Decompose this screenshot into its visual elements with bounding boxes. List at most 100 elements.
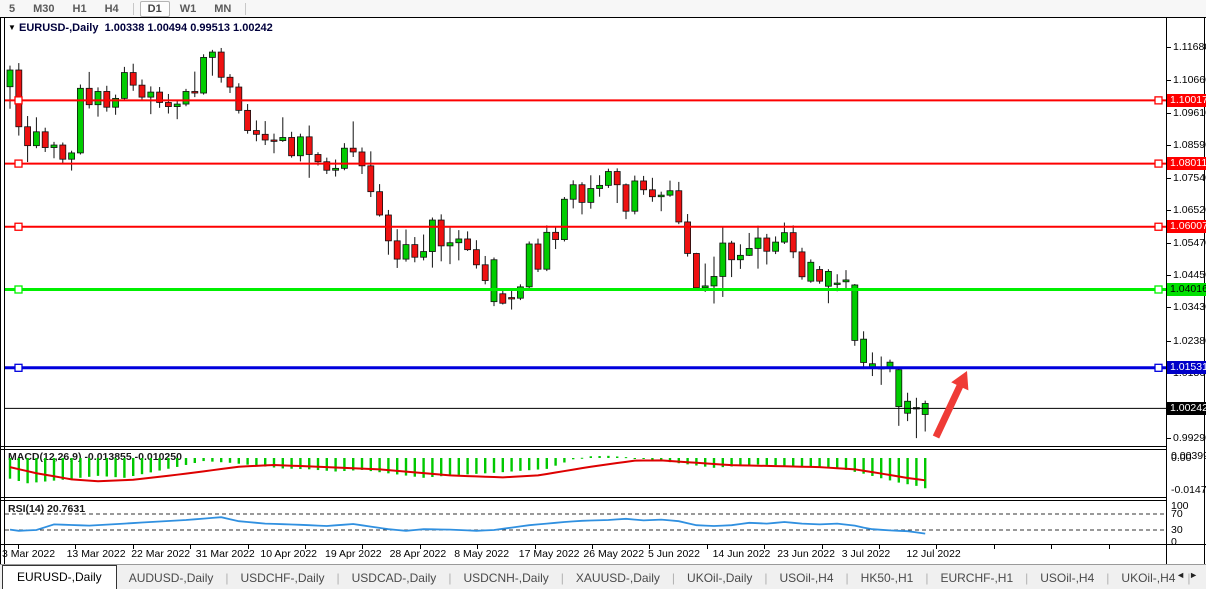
price-tick: [1167, 144, 1171, 146]
chart-title: ▼ EURUSD-,Daily 1.00338 1.00494 0.99513 …: [8, 22, 273, 34]
date-label: 10 Apr 2022: [260, 548, 318, 560]
date-tick: [764, 545, 766, 549]
chart-tab-audusd-daily[interactable]: AUDUSD-,Daily: [128, 571, 214, 585]
date-tick: [534, 545, 536, 549]
price-tick-label: 1.07540: [1173, 171, 1206, 184]
date-tick: [706, 545, 708, 549]
toolbar-separator: [132, 2, 134, 15]
chart-tab-usdcnh-daily[interactable]: USDCNH-,Daily: [463, 571, 549, 585]
date-tick: [75, 545, 77, 549]
price-tick: [1167, 437, 1171, 439]
rsi-axis-label: 100: [1171, 500, 1189, 512]
macd-rsi-separator[interactable]: [0, 497, 1167, 498]
chart-symbol-label: EURUSD-,Daily: [18, 22, 99, 34]
timeframe-button-m30[interactable]: M30: [33, 2, 55, 15]
date-label: 8 May 2022: [454, 548, 510, 560]
macd-axis-label: 0.00: [1171, 452, 1192, 464]
window-top-border: [0, 17, 1206, 18]
chart-tab-usoil-h4[interactable]: USOil-,H4: [779, 571, 834, 585]
macd-pane[interactable]: [5, 450, 1166, 497]
toolbar-separator: [245, 2, 247, 15]
chart-tab-ukoil-h4[interactable]: UKOil-,H4: [1121, 571, 1176, 585]
price-tick: [1167, 210, 1171, 212]
price-tick-label: 1.03430: [1173, 301, 1206, 314]
date-label: 14 Jun 2022: [712, 548, 771, 560]
chart-tab-eurusd-daily[interactable]: EURUSD-,Daily: [2, 565, 117, 589]
price-chart-pane[interactable]: [5, 18, 1166, 446]
window-left-border: [0, 17, 1, 564]
chart-tab-ukoil-daily[interactable]: UKOil-,Daily: [687, 571, 753, 585]
rsi-axis-label: 0: [1171, 536, 1177, 548]
price-tick-label: 0.99290: [1173, 431, 1206, 444]
date-tick: [592, 545, 593, 549]
price-tick: [1167, 340, 1171, 342]
date-label: 22 Mar 2022: [131, 548, 191, 560]
price-tick-label: 1.10660: [1173, 73, 1206, 86]
chart-tab-usoil-h4[interactable]: USOil-,H4: [1040, 571, 1095, 585]
timeframe-button-h1[interactable]: H1: [72, 2, 87, 15]
date-label: 5 Jun 2022: [648, 548, 700, 560]
price-tick-label: 1.05470: [1173, 237, 1206, 250]
price-tick-label: 1.04450: [1173, 269, 1206, 282]
tab-separator: |: [1025, 571, 1029, 585]
chart-tab-bar: EURUSD-,Daily AUDUSD-,Daily | USDCHF-,Daily…: [0, 564, 1206, 589]
date-label: 19 Apr 2022: [325, 548, 382, 560]
tab-scroll-arrows: ◄►: [1176, 570, 1202, 580]
timeframe-button-d1[interactable]: D1: [139, 0, 170, 17]
tab-separator: |: [448, 571, 452, 585]
tab-separator: |: [1187, 571, 1191, 585]
date-label: 31 Mar 2022: [195, 548, 255, 560]
macd-rsi-separator-2: [0, 500, 1167, 501]
price-tick: [1167, 112, 1171, 114]
tab-separator: |: [845, 571, 849, 585]
chart-bottom-border: [0, 544, 1206, 545]
date-tick: [190, 545, 192, 549]
price-tick: [1167, 79, 1171, 81]
price-tick: [1167, 275, 1171, 277]
price-macd-separator-2: [0, 449, 1167, 450]
price-level-badge: 1.04016: [1167, 282, 1206, 296]
rsi-axis-label: 30: [1171, 524, 1183, 536]
date-tick: [132, 545, 134, 549]
date-tick: [1108, 545, 1110, 549]
timeframe-button-mn[interactable]: MN: [214, 2, 232, 15]
chart-tab-usdcad-daily[interactable]: USDCAD-,Daily: [351, 571, 437, 585]
price-tick-label: 1.11680: [1173, 41, 1206, 54]
timeframe-button-h4[interactable]: H4: [104, 2, 119, 15]
price-tick-label: 1.09610: [1173, 106, 1206, 119]
tab-separator: |: [1106, 571, 1110, 585]
price-tick-label: 1.06520: [1173, 204, 1206, 217]
tab-scroll-left-icon[interactable]: ◄: [1176, 570, 1190, 580]
macd-axis-label: 0.00399: [1171, 450, 1206, 462]
timeframe-button-5[interactable]: 5: [9, 2, 16, 15]
date-tick: [879, 545, 880, 549]
rsi-axis-label: 70: [1171, 508, 1183, 520]
chart-tab-eurchf-h1[interactable]: EURCHF-,H1: [940, 571, 1014, 585]
date-label: 3 Mar 2022: [2, 548, 56, 560]
timeframe-button-w1[interactable]: W1: [179, 2, 197, 15]
price-tick: [1167, 47, 1171, 49]
date-tick: [18, 545, 19, 549]
date-tick: [477, 545, 479, 549]
chart-tab-xauusd-daily[interactable]: XAUUSD-,Daily: [575, 571, 660, 585]
tab-separator: |: [225, 571, 229, 585]
rsi-pane[interactable]: [5, 501, 1166, 544]
pane-left-border: [4, 17, 5, 564]
date-tick: [936, 545, 938, 549]
date-tick: [247, 545, 249, 549]
tab-separator: |: [560, 571, 564, 585]
date-tick: [1051, 545, 1053, 549]
chart-tab-usdchf-daily[interactable]: USDCHF-,Daily: [240, 571, 325, 585]
price-macd-separator[interactable]: [0, 446, 1167, 447]
symbol-dropdown-icon[interactable]: ▼: [8, 23, 16, 32]
price-level-badge: 1.10017: [1167, 93, 1206, 107]
date-tick: [362, 545, 364, 549]
price-level-badge: 1.00242: [1167, 401, 1206, 415]
price-tick: [1167, 307, 1171, 309]
date-label: 28 Apr 2022: [389, 548, 447, 560]
axis-left-border: [1166, 17, 1167, 564]
chart-tab-hk50-h1[interactable]: HK50-,H1: [860, 571, 914, 585]
date-label: 23 Jun 2022: [777, 548, 835, 560]
tab-scroll-right-icon[interactable]: ►: [1189, 570, 1202, 580]
